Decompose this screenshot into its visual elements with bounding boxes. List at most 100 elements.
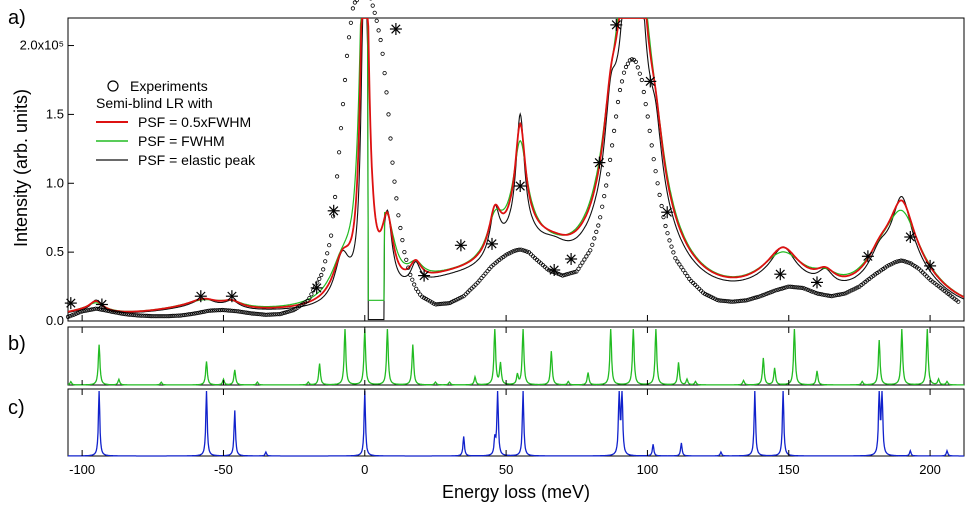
experiment-point bbox=[509, 250, 514, 255]
experiment-point bbox=[580, 260, 585, 265]
experiment-point bbox=[111, 309, 116, 315]
experiment-point bbox=[433, 302, 439, 307]
experiment-point bbox=[801, 286, 807, 291]
y-tick-label: 1.5 bbox=[46, 106, 64, 121]
experiment-point bbox=[813, 290, 819, 296]
experiment-point bbox=[602, 194, 607, 199]
experiment-point bbox=[782, 285, 787, 290]
experiment-point bbox=[805, 287, 811, 292]
experiment-point bbox=[795, 285, 801, 290]
experiment-point bbox=[79, 309, 84, 314]
experiment-point bbox=[513, 248, 518, 253]
experiment-point bbox=[833, 293, 838, 298]
experiment-point bbox=[121, 311, 126, 316]
panel-c-frame bbox=[67, 388, 965, 457]
experiment-point bbox=[605, 172, 611, 177]
experiment-point bbox=[588, 248, 593, 253]
star-stroke bbox=[611, 20, 622, 30]
experiment-point bbox=[443, 301, 448, 306]
experiment-point bbox=[728, 299, 733, 304]
experiment-point bbox=[582, 257, 587, 262]
experiment-point bbox=[380, 51, 385, 56]
experiment-point bbox=[275, 312, 280, 317]
experiment-point bbox=[75, 310, 81, 316]
panel-b-series bbox=[67, 328, 964, 386]
legend-fwhm-label: PSF = FWHM bbox=[138, 133, 225, 149]
star-marker bbox=[64, 297, 77, 310]
experiment-point bbox=[594, 229, 599, 234]
experiment-point bbox=[156, 314, 162, 319]
experiment-point bbox=[240, 309, 245, 315]
experiment-point bbox=[758, 294, 763, 299]
experiment-point bbox=[518, 247, 524, 252]
experiment-point bbox=[849, 288, 854, 293]
experiment-point bbox=[760, 293, 765, 298]
experiment-point bbox=[374, 18, 379, 23]
experiment-point bbox=[738, 298, 743, 303]
experiment-point bbox=[307, 295, 312, 301]
experiment-point bbox=[166, 313, 171, 319]
experiment-point bbox=[625, 61, 631, 66]
experiment-point bbox=[392, 179, 397, 184]
experiment-point bbox=[685, 273, 690, 279]
experiment-point bbox=[653, 169, 658, 174]
experiment-point bbox=[584, 254, 589, 259]
experiment-point bbox=[720, 298, 726, 303]
experiment-point bbox=[641, 89, 646, 95]
experiment-point bbox=[93, 306, 98, 311]
panel-c-series bbox=[68, 390, 964, 457]
star-stroke bbox=[97, 299, 107, 310]
experiment-point bbox=[65, 314, 71, 319]
experiment-point bbox=[376, 28, 381, 33]
experiment-point bbox=[768, 290, 773, 295]
experiment-point bbox=[109, 309, 114, 314]
experiment-point bbox=[793, 285, 799, 290]
experiment-point bbox=[321, 267, 326, 272]
star-marker bbox=[327, 204, 340, 217]
star-stroke bbox=[227, 291, 237, 301]
experiment-point bbox=[657, 192, 662, 197]
panel-label-c: c) bbox=[8, 397, 25, 419]
experiment-point bbox=[145, 313, 150, 318]
experiment-point bbox=[338, 126, 344, 131]
experiment-point bbox=[710, 295, 716, 300]
experiment-point bbox=[153, 314, 158, 319]
experiment-point bbox=[627, 58, 633, 63]
experiment-point bbox=[797, 285, 803, 290]
experiment-point bbox=[520, 248, 526, 253]
star-marker bbox=[644, 75, 657, 88]
experiment-point bbox=[734, 299, 739, 304]
experiment-point bbox=[406, 265, 411, 270]
experiment-point bbox=[410, 277, 415, 282]
experiment-point bbox=[139, 313, 144, 318]
experiment-point bbox=[71, 312, 77, 317]
experiment-point bbox=[578, 263, 583, 268]
experiment-point bbox=[370, 3, 375, 8]
experiment-point bbox=[896, 258, 902, 264]
star-marker bbox=[194, 290, 207, 303]
star-marker bbox=[661, 206, 674, 219]
experiment-point bbox=[756, 294, 761, 299]
x-axis-title: Energy loss (meV) bbox=[442, 482, 590, 502]
experiment-point bbox=[687, 276, 692, 281]
experiment-point bbox=[772, 288, 777, 293]
experiment-point bbox=[784, 285, 789, 290]
experiment-point bbox=[819, 292, 824, 297]
experiment-point bbox=[95, 306, 100, 311]
experiment-point bbox=[752, 295, 757, 300]
panel-a-y-ticks: 0.0 0.5 1.0 1.5 2.0x10⁵ bbox=[20, 38, 74, 328]
experiment-point bbox=[712, 296, 718, 301]
experiment-point bbox=[635, 65, 640, 70]
experiment-point bbox=[829, 293, 834, 299]
star-stroke bbox=[66, 298, 76, 308]
star-marker bbox=[454, 239, 467, 252]
experiment-point bbox=[786, 284, 791, 289]
experiment-point bbox=[285, 309, 290, 314]
y-tick-label: 0.0 bbox=[46, 313, 64, 328]
experiment-point bbox=[817, 291, 822, 297]
experiment-point bbox=[418, 292, 423, 297]
experiment-point bbox=[554, 271, 559, 276]
panel-c bbox=[67, 388, 965, 457]
experiment-point bbox=[556, 271, 561, 277]
experiment-point bbox=[431, 301, 437, 306]
